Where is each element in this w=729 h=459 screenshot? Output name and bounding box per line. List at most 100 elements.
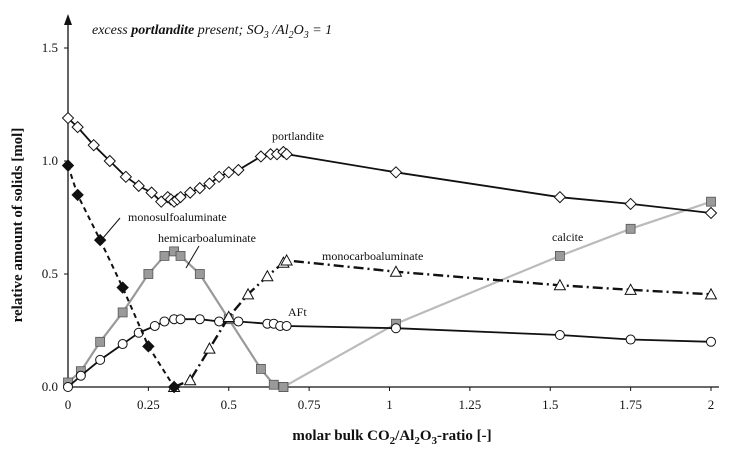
y-tick-label: 1.5 [42, 40, 58, 55]
series-label-monocarboaluminate: monocarboaluminate [322, 249, 423, 263]
data-point [554, 330, 565, 341]
data-point [194, 269, 205, 279]
data-point [95, 336, 106, 347]
label-leader-line [102, 217, 121, 239]
data-point [553, 190, 567, 204]
y-tick-label: 1.0 [42, 153, 58, 168]
data-point [203, 177, 216, 190]
data-point [281, 320, 292, 331]
data-point [232, 163, 245, 177]
data-point [389, 166, 403, 179]
data-point [167, 380, 181, 394]
y-axis-title: relative amount of solids [mol] [10, 128, 26, 323]
series-calcite [278, 196, 716, 392]
x-tick-label: 0 [65, 397, 72, 412]
data-point [71, 120, 84, 134]
series-portlandite [61, 111, 718, 220]
data-point [159, 316, 170, 327]
data-point [214, 316, 225, 327]
data-point [390, 323, 401, 334]
data-point [116, 281, 129, 294]
data-point [194, 314, 205, 325]
data-point [553, 278, 567, 291]
y-tick-label: 0.0 [42, 379, 58, 394]
data-point [625, 334, 636, 345]
data-point [142, 340, 155, 353]
data-point [145, 186, 158, 199]
data-point [61, 159, 75, 172]
data-point [203, 342, 216, 354]
data-point [625, 223, 636, 234]
data-point [254, 150, 268, 163]
data-point [175, 251, 186, 261]
series-line [173, 259, 712, 389]
data-point [241, 287, 255, 300]
data-point [117, 339, 128, 350]
data-point [704, 206, 718, 220]
series-labels: portlandite monosulfoaluminate hemicarboal… [102, 129, 583, 319]
data-point [75, 370, 86, 381]
data-point [132, 179, 145, 193]
y-axis-arrow [64, 14, 72, 25]
x-ticks: 0 0.25 0.5 0.75 1 1.25 1.5 1.75 2 [65, 387, 715, 412]
x-tick-label: 0.25 [137, 397, 160, 412]
data-point [280, 253, 293, 266]
x-tick-label: 1.5 [542, 397, 558, 412]
x-tick-label: 1.25 [459, 397, 482, 412]
x-axis-title: molar bulk CO2/Al2O3-ratio [-] [292, 428, 491, 447]
data-point [233, 316, 244, 327]
series-line [282, 200, 712, 388]
series-label-portlandite: portlandite [272, 129, 324, 143]
data-point [71, 188, 84, 202]
data-point [175, 314, 186, 325]
series-hemicarboaluminate [63, 246, 289, 392]
data-point [117, 307, 128, 318]
data-point [706, 196, 716, 207]
x-tick-label: 1 [386, 397, 393, 412]
chart-note: excess portlandite present; SO3 /Al2O3 =… [92, 23, 332, 41]
x-tick-label: 0.5 [221, 397, 237, 412]
data-point [212, 170, 226, 184]
series-layer [61, 111, 718, 394]
data-point [554, 251, 565, 261]
data-point [63, 382, 73, 392]
data-point [624, 283, 637, 295]
data-point [174, 190, 187, 204]
series-label-monosulfoaluminate: monosulfoaluminate [128, 210, 227, 224]
x-tick-label: 0.75 [298, 397, 321, 412]
series-line [67, 318, 712, 388]
data-point [183, 186, 197, 199]
series-monosulfoaluminate [61, 159, 181, 394]
data-point [119, 170, 133, 184]
data-point [280, 148, 293, 161]
data-point [706, 336, 716, 347]
y-ticks: 0.0 0.5 1.0 1.5 [42, 40, 68, 394]
data-point [624, 197, 637, 211]
data-point [193, 181, 207, 195]
data-point [222, 310, 236, 322]
series-AFt [63, 314, 716, 392]
data-point [143, 269, 154, 279]
label-leader-line [185, 245, 200, 269]
x-tick-label: 1.75 [619, 397, 642, 412]
series-label-AFt: AFt [288, 305, 307, 319]
data-point [704, 287, 718, 300]
data-point [103, 154, 117, 168]
data-point [222, 166, 235, 179]
data-point [183, 373, 197, 386]
data-point [260, 269, 274, 282]
data-point [159, 251, 170, 261]
data-point [95, 354, 106, 365]
series-label-hemicarboaluminate: hemicarboaluminate [158, 231, 256, 245]
data-point [61, 111, 75, 125]
x-tick-label: 2 [708, 397, 715, 412]
series-label-calcite: calcite [552, 230, 583, 244]
data-point [87, 138, 100, 152]
data-point [149, 320, 160, 331]
data-point [278, 382, 289, 392]
data-point [255, 364, 266, 374]
data-point [268, 379, 279, 390]
data-point [389, 265, 403, 277]
y-tick-label: 0.5 [42, 266, 58, 281]
